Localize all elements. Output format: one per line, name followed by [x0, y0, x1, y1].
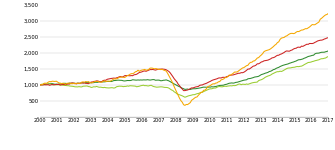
Worst Performing Funds (3-Year Performance, 3-Year Holding Period) [203, 89, 207, 91]
Best Performing Funds (3-Year Performance, 3-Year Holding Period) [206, 89, 210, 91]
Line: Best Performing Funds (3-Year Performance, 3-Year Holding Period): Best Performing Funds (3-Year Performanc… [40, 57, 328, 97]
Best Performing Funds (3-Year Performance, 1-Year Holding Period) [283, 64, 287, 66]
Worst Performing Funds (3-Year Performance, 3-Year Holding Period) [261, 53, 265, 55]
Worst Performing Funds (3-Year Performance, 1-Year Holding Period) [111, 77, 115, 79]
Best Performing Funds (3-Year Performance, 3-Year Holding Period) [103, 86, 107, 88]
Worst Performing Funds (3-Year Performance, 1-Year Holding Period) [182, 90, 186, 92]
Best Performing Funds (3-Year Performance, 1-Year Holding Period) [261, 73, 265, 75]
Best Performing Funds (3-Year Performance, 1-Year Holding Period) [111, 80, 115, 82]
Best Performing Funds (3-Year Performance, 1-Year Holding Period) [187, 89, 191, 90]
Worst Performing Funds (3-Year Performance, 3-Year Holding Period) [111, 79, 115, 81]
Line: Worst Performing Funds (3-Year Performance, 1-Year Holding Period): Worst Performing Funds (3-Year Performan… [40, 38, 328, 91]
Best Performing Funds (3-Year Performance, 1-Year Holding Period) [103, 81, 107, 83]
Worst Performing Funds (3-Year Performance, 1-Year Holding Period) [261, 61, 265, 63]
Line: Best Performing Funds (3-Year Performance, 1-Year Holding Period): Best Performing Funds (3-Year Performanc… [40, 51, 328, 90]
Worst Performing Funds (3-Year Performance, 1-Year Holding Period) [38, 84, 42, 86]
Best Performing Funds (3-Year Performance, 1-Year Holding Period) [38, 84, 42, 86]
Worst Performing Funds (3-Year Performance, 1-Year Holding Period) [203, 83, 207, 85]
Best Performing Funds (3-Year Performance, 3-Year Holding Period) [183, 96, 187, 98]
Worst Performing Funds (3-Year Performance, 3-Year Holding Period) [183, 104, 187, 106]
Worst Performing Funds (3-Year Performance, 1-Year Holding Period) [206, 82, 210, 83]
Worst Performing Funds (3-Year Performance, 3-Year Holding Period) [38, 84, 42, 86]
Best Performing Funds (3-Year Performance, 3-Year Holding Period) [203, 90, 207, 92]
Best Performing Funds (3-Year Performance, 3-Year Holding Period) [38, 84, 42, 86]
Worst Performing Funds (3-Year Performance, 1-Year Holding Period) [326, 37, 330, 39]
Best Performing Funds (3-Year Performance, 3-Year Holding Period) [283, 68, 287, 70]
Worst Performing Funds (3-Year Performance, 3-Year Holding Period) [326, 12, 330, 14]
Best Performing Funds (3-Year Performance, 1-Year Holding Period) [203, 86, 207, 88]
Best Performing Funds (3-Year Performance, 3-Year Holding Period) [111, 87, 115, 89]
Worst Performing Funds (3-Year Performance, 1-Year Holding Period) [283, 51, 287, 52]
Best Performing Funds (3-Year Performance, 1-Year Holding Period) [326, 50, 330, 52]
Worst Performing Funds (3-Year Performance, 3-Year Holding Period) [206, 86, 210, 87]
Worst Performing Funds (3-Year Performance, 1-Year Holding Period) [103, 79, 107, 81]
Best Performing Funds (3-Year Performance, 1-Year Holding Period) [206, 86, 210, 88]
Best Performing Funds (3-Year Performance, 3-Year Holding Period) [261, 78, 265, 80]
Line: Worst Performing Funds (3-Year Performance, 3-Year Holding Period): Worst Performing Funds (3-Year Performan… [40, 13, 328, 105]
Worst Performing Funds (3-Year Performance, 3-Year Holding Period) [103, 80, 107, 82]
Best Performing Funds (3-Year Performance, 3-Year Holding Period) [326, 56, 330, 57]
Worst Performing Funds (3-Year Performance, 3-Year Holding Period) [283, 35, 287, 37]
